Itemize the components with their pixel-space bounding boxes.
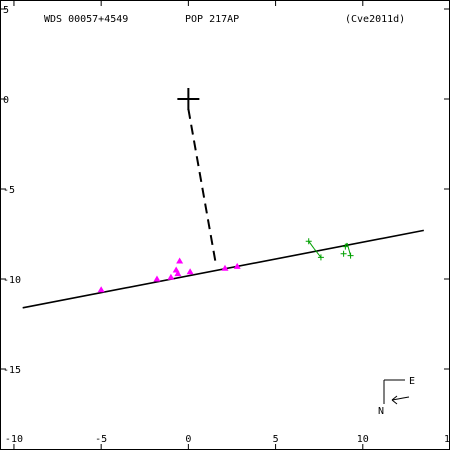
reference-label: (Cve2011d) (345, 14, 405, 25)
residual-line (308, 240, 315, 249)
triangle-point (221, 264, 229, 271)
plus-point (342, 243, 349, 250)
triangle-point (233, 262, 241, 269)
triangle-point (174, 270, 182, 277)
observation-points (97, 88, 354, 293)
motion-arrow-icon (391, 395, 410, 405)
y-tick-label: 5 (3, 5, 9, 16)
y-tick-label: -5 (3, 185, 15, 196)
y-tick-label: -15 (3, 365, 21, 376)
y-tick-label: -10 (3, 275, 21, 286)
discoverer-label: POP 217AP (185, 14, 239, 25)
wds-id-label: WDS 00057+4549 (44, 14, 128, 25)
plus-point (347, 252, 354, 259)
compass: E N (378, 376, 415, 417)
triangle-point (97, 286, 105, 293)
x-tick-label: 15 (444, 434, 450, 445)
plus-point (305, 238, 312, 245)
y-tick-label: 0 (3, 95, 9, 106)
orbit-lines (22, 108, 424, 309)
plus-point (317, 254, 324, 261)
x-tick-label: 5 (273, 434, 279, 445)
triangle-point (186, 268, 194, 275)
compass-north-label: N (378, 406, 384, 417)
compass-east-label: E (409, 376, 415, 387)
x-tick-label: -10 (5, 434, 23, 445)
triangle-point (167, 273, 175, 280)
residual-line (313, 248, 322, 258)
x-tick-label: 0 (185, 434, 191, 445)
x-tick-label: -5 (95, 434, 107, 445)
residual-line (346, 242, 352, 256)
periastron-connector-line (187, 108, 218, 267)
plus-point (340, 250, 347, 257)
triangle-point (176, 257, 184, 264)
axis-tick-labels: -10 -5 0 5 10 15 5 0 -5 -10 -15 (3, 5, 450, 445)
triangle-point (153, 275, 161, 282)
x-tick-label: 10 (357, 434, 369, 445)
